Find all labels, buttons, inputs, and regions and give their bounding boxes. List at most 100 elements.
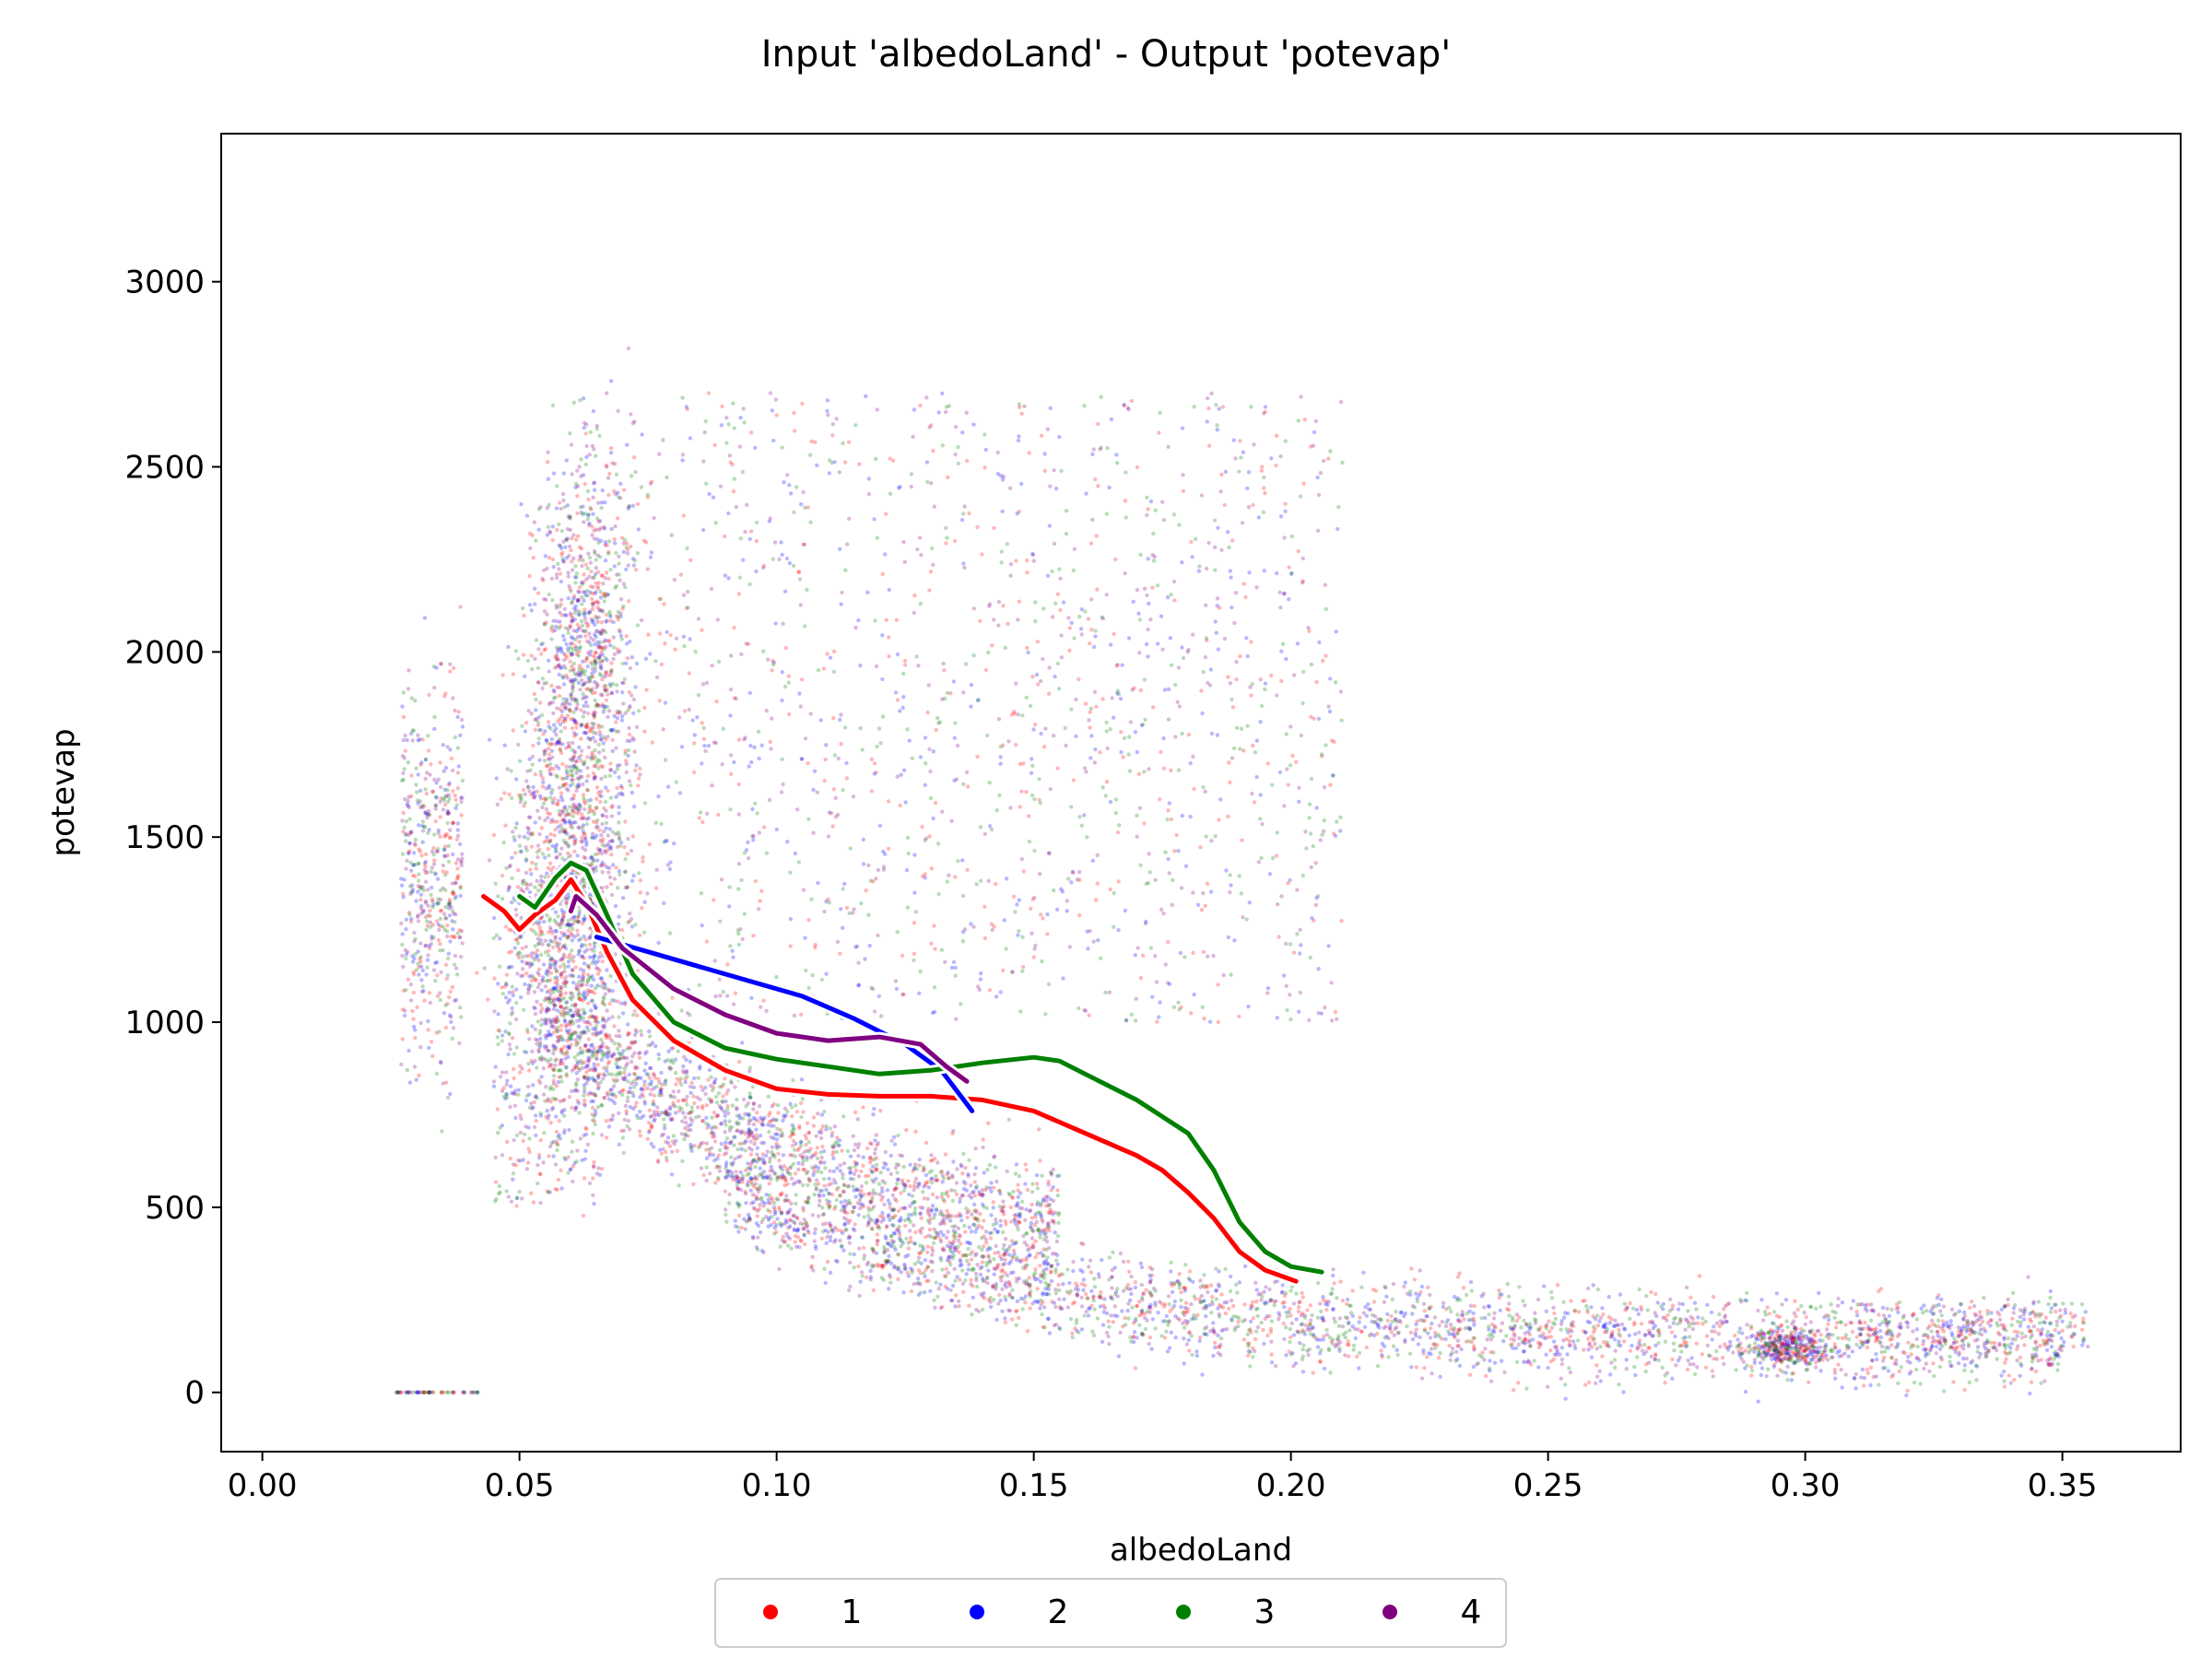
scatter-point	[848, 1218, 853, 1223]
scatter-point	[1984, 1354, 1989, 1359]
scatter-point	[482, 966, 487, 971]
scatter-point	[652, 1093, 656, 1098]
scatter-point	[1514, 1318, 1519, 1324]
scatter-point	[735, 1097, 739, 1102]
scatter-point	[566, 1012, 571, 1017]
scatter-point	[953, 1293, 959, 1298]
scatter-point	[1115, 1313, 1120, 1319]
scatter-point	[500, 873, 505, 878]
scatter-point	[1283, 1325, 1288, 1330]
scatter-point	[1656, 1341, 1661, 1346]
scatter-point	[1512, 1337, 1517, 1343]
scatter-point	[699, 1084, 703, 1089]
scatter-point	[1147, 1280, 1153, 1285]
scatter-point	[1288, 1288, 1293, 1293]
scatter-point	[671, 1134, 677, 1138]
scatter-point	[771, 1117, 776, 1122]
scatter-point	[512, 1103, 518, 1108]
scatter-point	[1447, 1332, 1452, 1336]
scatter-point	[755, 1214, 759, 1218]
scatter-point	[992, 1298, 996, 1302]
scatter-point	[1681, 1343, 1686, 1347]
scatter-point	[758, 1133, 763, 1138]
scatter-point	[1561, 1338, 1566, 1343]
scatter-point	[559, 1168, 563, 1173]
scatter-point	[1455, 1298, 1460, 1302]
scatter-point	[638, 1109, 642, 1114]
scatter-point	[1182, 1325, 1187, 1330]
scatter-point	[906, 1241, 911, 1245]
scatter-point	[899, 1191, 903, 1195]
scatter-point	[793, 1233, 798, 1239]
scatter-point	[552, 998, 557, 1003]
scatter-point	[1047, 1225, 1052, 1230]
scatter-point	[557, 808, 561, 813]
scatter-point	[688, 1090, 693, 1096]
scatter-point	[779, 1210, 784, 1215]
scatter-point	[1106, 1319, 1111, 1324]
scatter-point	[1137, 1313, 1142, 1318]
scatter-point	[953, 1214, 959, 1218]
scatter-point	[688, 1146, 693, 1150]
scatter-point	[1604, 1322, 1608, 1326]
scatter-point	[848, 1166, 853, 1171]
scatter-point	[1849, 1321, 1854, 1325]
scatter-point	[1455, 1331, 1461, 1336]
scatter-point	[1647, 1330, 1653, 1335]
scatter-point	[1833, 1325, 1839, 1330]
scatter-point	[1523, 1331, 1528, 1335]
scatter-point	[550, 597, 555, 603]
scatter-point	[1724, 1303, 1728, 1309]
scatter-point	[878, 1171, 883, 1175]
scatter-point	[2050, 1362, 2054, 1368]
scatter-point	[521, 954, 525, 959]
scatter-point	[1802, 1311, 1806, 1315]
scatter-point	[1217, 1312, 1222, 1317]
scatter-point	[1084, 1309, 1088, 1314]
scatter-point	[1714, 1357, 1720, 1361]
scatter-point	[1661, 1307, 1665, 1312]
scatter-point	[1133, 1366, 1138, 1371]
scatter-point	[655, 1105, 660, 1110]
scatter-point	[756, 1223, 761, 1229]
scatter-point	[960, 1253, 965, 1258]
scatter-point	[604, 1119, 608, 1124]
scatter-point	[1163, 1319, 1168, 1324]
scatter-point	[950, 1256, 955, 1261]
scatter-point	[1884, 1345, 1888, 1350]
scatter-point	[2053, 1354, 2058, 1359]
scatter-point	[1739, 1357, 1744, 1361]
scatter-point	[1041, 1262, 1047, 1266]
scatter-point	[1034, 1219, 1040, 1225]
scatter-point	[742, 1217, 747, 1221]
scatter-point	[1015, 1299, 1020, 1304]
scatter-point	[1839, 1367, 1843, 1372]
scatter-point	[1343, 1335, 1348, 1340]
scatter-point	[1121, 1259, 1126, 1265]
scatter-point	[791, 1182, 796, 1186]
scatter-point	[1132, 1330, 1137, 1335]
scatter-point	[868, 1268, 873, 1274]
scatter-point	[1918, 1382, 1923, 1386]
scatter-point	[615, 1077, 620, 1083]
scatter-point	[912, 1241, 918, 1246]
scatter-point	[1331, 1337, 1335, 1342]
scatter-point	[1076, 1288, 1081, 1292]
scatter-point	[596, 1076, 601, 1080]
scatter-point	[637, 1055, 642, 1061]
scatter-point	[1690, 1316, 1696, 1322]
scatter-point	[1655, 1300, 1661, 1305]
scatter-point	[1523, 1341, 1528, 1346]
scatter-point	[1429, 1347, 1434, 1351]
scatter-point	[1288, 1335, 1293, 1340]
scatter-point	[967, 1241, 971, 1245]
scatter-point	[1453, 1335, 1457, 1340]
scatter-point	[890, 1241, 895, 1246]
scatter-point	[581, 793, 586, 797]
scatter-point	[1646, 1328, 1652, 1333]
scatter-point	[1464, 1292, 1469, 1298]
scatter-point	[1135, 1335, 1139, 1340]
scatter-point	[1183, 1263, 1188, 1267]
scatter-point	[1608, 1372, 1613, 1377]
scatter-point	[1842, 1351, 1847, 1356]
